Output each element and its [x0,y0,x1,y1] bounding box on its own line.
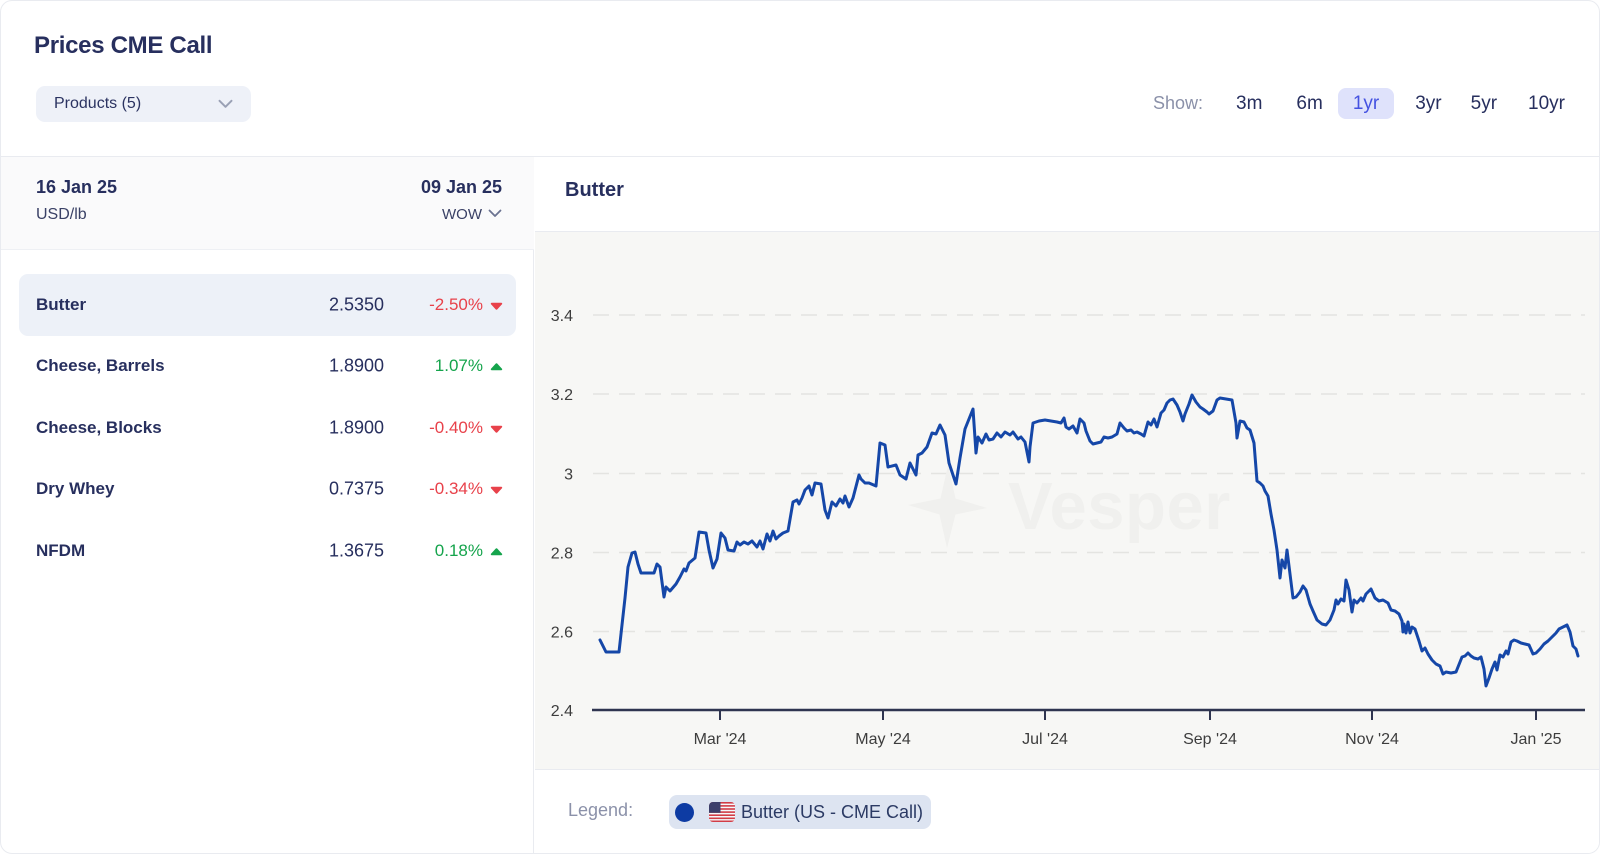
svg-text:3.2: 3.2 [551,387,573,404]
svg-text:Nov '24: Nov '24 [1345,731,1399,748]
svg-text:Sep '24: Sep '24 [1183,731,1237,748]
svg-text:Jul '24: Jul '24 [1022,731,1068,748]
svg-text:3.4: 3.4 [551,308,573,325]
svg-text:3: 3 [564,467,573,484]
svg-text:Vesper: Vesper [1008,469,1231,544]
svg-text:2.6: 2.6 [551,625,573,642]
svg-text:2.8: 2.8 [551,546,573,563]
svg-text:Jan '25: Jan '25 [1510,731,1561,748]
svg-text:May '24: May '24 [855,731,911,748]
svg-text:Mar '24: Mar '24 [694,731,747,748]
svg-text:2.4: 2.4 [551,703,573,720]
